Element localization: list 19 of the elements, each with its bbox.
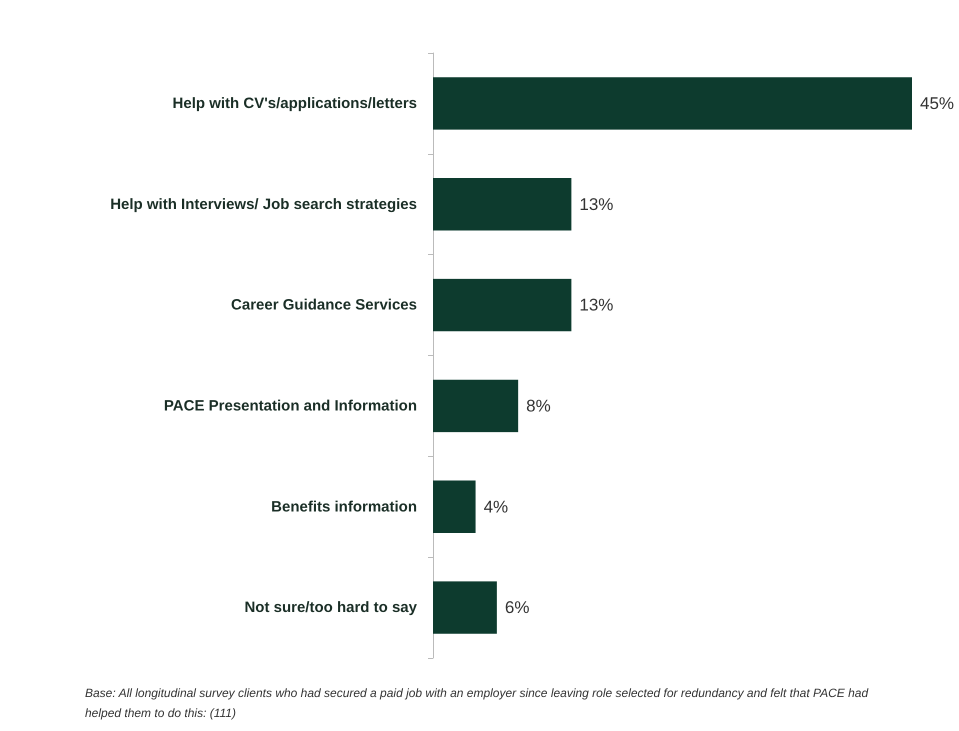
y-tick-label: Help with Interviews/ Job search strategies xyxy=(110,196,417,213)
bar xyxy=(433,581,497,634)
y-tick-label: Career Guidance Services xyxy=(231,296,417,314)
bar xyxy=(433,178,572,230)
data-label: 13% xyxy=(579,194,614,214)
bar xyxy=(433,480,476,533)
text: Base: All longitudinal survey clients who had secured a paid job with an employer since leaving role selected for redundancy and felt that PACE had helped them to do this: (111) xyxy=(85,686,872,720)
data-label: 13% xyxy=(579,296,614,315)
data-label: 45% xyxy=(920,94,954,113)
bar xyxy=(433,380,518,432)
y-tick-label: Benefits information xyxy=(271,498,417,516)
y-tick-label: PACE Presentation and Information xyxy=(164,397,417,414)
y-tick-label: Not sure/too hard to say xyxy=(244,599,418,616)
bar xyxy=(433,77,912,130)
y-tick-label: Help with CV's/applications/letters xyxy=(172,94,417,112)
data-label: 8% xyxy=(526,396,551,416)
data-label: 4% xyxy=(484,497,508,516)
data-label: 6% xyxy=(504,598,530,618)
bar xyxy=(433,278,572,332)
